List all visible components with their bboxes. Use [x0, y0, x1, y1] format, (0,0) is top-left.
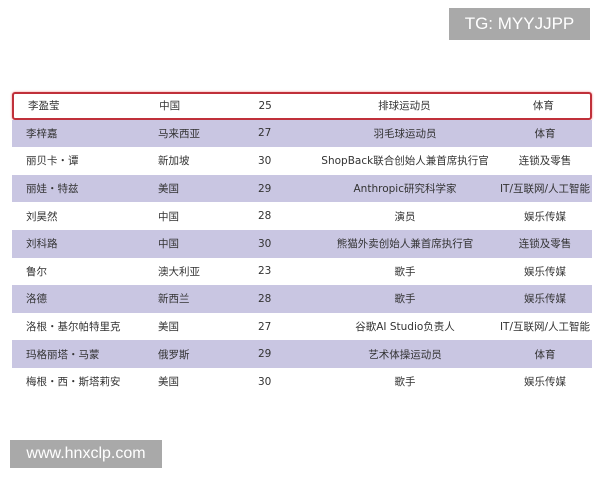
name-cell: 鲁尔	[26, 265, 47, 278]
industry-cell: 娱乐传媒	[524, 210, 566, 223]
table-row: 梅根・西・斯塔莉安 美国 30 歌手 娱乐传媒	[12, 368, 592, 396]
country-cell: 美国	[158, 321, 179, 334]
name-cell: 刘科路	[26, 238, 58, 251]
industry-cell: 连锁及零售	[518, 238, 572, 251]
title-cell: 排球运动员	[378, 100, 431, 113]
age-cell: 27	[258, 127, 272, 140]
age-cell: 27	[258, 320, 272, 333]
watermark-bottom: www.hnxclp.com	[10, 440, 162, 468]
watermark-top: TG: MYYJJPP	[449, 8, 590, 40]
industry-cell: 体育	[534, 348, 556, 361]
name-cell: 梅根・西・斯塔莉安	[26, 376, 121, 389]
table-row: 刘科路 中国 30 熊猫外卖创始人兼首席执行官 连锁及零售	[12, 229, 592, 258]
age-cell: 23	[258, 265, 272, 278]
table-row: 丽娃・特兹 美国 29 Anthropic研究科学家 IT/互联网/人工智能	[12, 174, 592, 203]
country-cell: 美国	[158, 376, 179, 389]
age-cell: 29	[258, 348, 272, 361]
name-cell: 洛根・基尔帕特里克	[26, 321, 121, 334]
name-cell: 李梓嘉	[26, 127, 58, 140]
age-cell: 28	[258, 292, 272, 305]
name-cell: 玛格丽塔・马蒙	[26, 348, 100, 361]
name-cell: 李盈莹	[28, 100, 60, 113]
table-row: 丽贝卡・谭 新加坡 30 ShopBack联合创始人兼首席执行官 连锁及零售	[12, 147, 592, 175]
title-cell: 歌手	[394, 376, 416, 389]
country-cell: 美国	[158, 183, 179, 196]
age-cell: 30	[258, 154, 272, 167]
title-cell: 艺术体操运动员	[368, 348, 442, 361]
age-cell: 25	[258, 99, 272, 112]
country-cell: 中国	[158, 210, 179, 223]
people-table: 李盈莹 中国 25 排球运动员 体育 李梓嘉 马来西亚 27 羽毛球运动员 体育 丽贝卡・谭 新加坡 3…	[12, 92, 592, 396]
title-cell: Anthropic研究科学家	[353, 183, 457, 196]
name-cell: 丽娃・特兹	[26, 183, 79, 196]
age-cell: 29	[258, 182, 272, 195]
title-cell: 熊猫外卖创始人兼首席执行官	[336, 238, 474, 251]
industry-cell: IT/互联网/人工智能	[499, 183, 591, 196]
title-cell: 歌手	[394, 293, 416, 306]
country-cell: 中国	[158, 238, 179, 251]
industry-cell: 连锁及零售	[518, 155, 572, 168]
title-cell: 谷歌AI Studio负责人	[355, 321, 455, 334]
table-row-highlighted: 李盈莹 中国 25 排球运动员 体育	[12, 92, 592, 120]
table-row: 洛根・基尔帕特里克 美国 27 谷歌AI Studio负责人 IT/互联网/人工智能	[12, 313, 592, 341]
country-cell: 中国	[159, 100, 181, 113]
industry-cell: 体育	[534, 127, 556, 140]
country-cell: 马来西亚	[158, 127, 200, 140]
industry-cell: 娱乐传媒	[524, 265, 566, 278]
table-row: 李梓嘉 马来西亚 27 羽毛球运动员 体育	[12, 119, 592, 148]
age-cell: 28	[258, 210, 272, 223]
country-cell: 俄罗斯	[158, 348, 190, 361]
table-row: 玛格丽塔・马蒙 俄罗斯 29 艺术体操运动员 体育	[12, 340, 592, 368]
industry-cell: 娱乐传媒	[524, 376, 566, 389]
industry-cell: 娱乐传媒	[524, 293, 566, 306]
title-cell: 羽毛球运动员	[373, 127, 437, 140]
name-cell: 丽贝卡・谭	[26, 155, 79, 168]
country-cell: 新加坡	[158, 155, 190, 168]
name-cell: 刘昊然	[26, 210, 58, 223]
industry-cell: 体育	[532, 100, 554, 113]
age-cell: 30	[258, 237, 272, 250]
table-row: 洛德 新西兰 28 歌手 娱乐传媒	[12, 285, 592, 313]
title-cell: 演员	[394, 210, 416, 223]
title-cell: ShopBack联合创始人兼首席执行官	[321, 155, 489, 168]
country-cell: 澳大利亚	[158, 265, 200, 278]
table-row: 刘昊然 中国 28 演员 娱乐传媒	[12, 202, 592, 230]
table-row: 鲁尔 澳大利亚 23 歌手 娱乐传媒	[12, 258, 592, 286]
industry-cell: IT/互联网/人工智能	[499, 321, 591, 334]
title-cell: 歌手	[394, 265, 416, 278]
country-cell: 新西兰	[158, 293, 190, 306]
age-cell: 30	[258, 375, 272, 388]
name-cell: 洛德	[26, 293, 47, 306]
